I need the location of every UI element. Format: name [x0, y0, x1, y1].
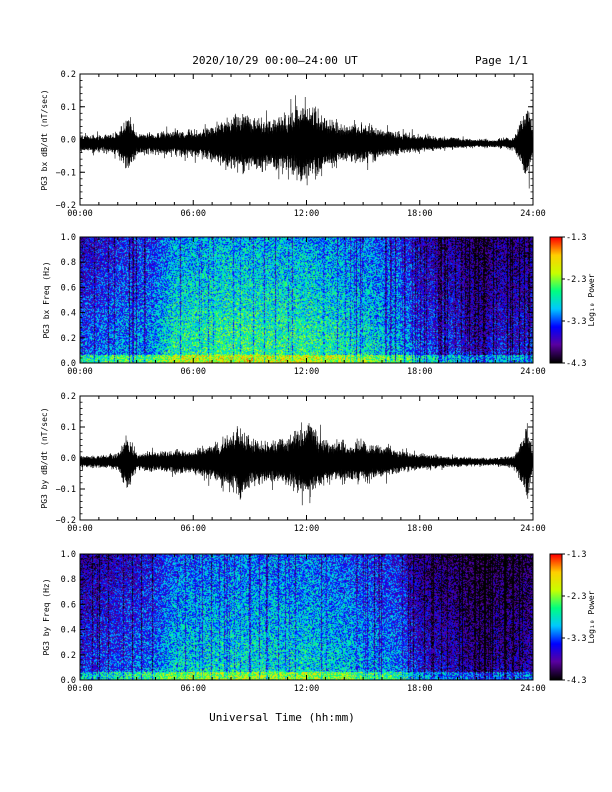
by-spectrogram-y-tick-labels: 1.0 0.8 0.6 0.4 0.2 0.0 — [61, 550, 76, 686]
bx-colorbar-tick-labels: -1.3 -2.3 -3.3 -4.3 — [562, 233, 586, 369]
by-trace — [79, 422, 534, 506]
x-tick-label: 18:00 — [407, 209, 433, 219]
x-tick-label: 06:00 — [180, 367, 206, 377]
colorbar-tick-label: -3.3 — [566, 634, 586, 644]
bx-spectrogram-y-axis-label: PG3 bx Freq (Hz) — [42, 261, 51, 338]
figure-title: 2020/10/29 00:00–24:00 UT — [192, 54, 358, 67]
bx-y-axis-label: PG3 bx dB/dt (nT/sec) — [40, 89, 49, 190]
x-tick-label: 06:00 — [180, 524, 206, 534]
x-tick-label: 18:00 — [407, 684, 433, 694]
by-spectrogram-frame — [79, 553, 534, 681]
x-axis-label: Universal Time (hh:mm) — [209, 711, 355, 724]
y-tick-label: 0.6 — [61, 600, 76, 610]
colorbar-tick-label: -4.3 — [566, 676, 586, 686]
x-tick-label: 24:00 — [520, 209, 546, 219]
x-tick-label: 24:00 — [520, 367, 546, 377]
y-tick-label: 0.2 — [61, 70, 76, 80]
bx-colorbar — [550, 237, 562, 363]
by-colorbar-tick-labels: -1.3 -2.3 -3.3 -4.3 — [562, 550, 586, 686]
by-y-tick-labels: 0.2 0.1 0.0 −0.1 −0.2 — [56, 392, 76, 526]
x-tick-label: 12:00 — [294, 367, 320, 377]
y-tick-label: 0.2 — [61, 392, 76, 402]
by-colorbar-frame — [549, 553, 563, 681]
y-tick-label: 1.0 — [61, 233, 76, 243]
x-tick-label: 24:00 — [520, 684, 546, 694]
bx-spectrogram-image — [80, 237, 533, 363]
y-tick-label: −0.2 — [56, 201, 76, 211]
colorbar-tick-label: -1.3 — [566, 550, 586, 560]
bx-colorbar-frame — [549, 236, 563, 364]
y-tick-label: 0.8 — [61, 258, 76, 268]
x-tick-label: 00:00 — [67, 209, 93, 219]
by-spectrogram-panel: 1.0 0.8 0.6 0.4 0.2 0.0 00:00 06:00 12:00 18:00 2… — [42, 550, 596, 694]
bx-plot-frame — [79, 73, 534, 206]
colorbar-tick-label: -2.3 — [566, 592, 586, 602]
colorbar-tick-label: -2.3 — [566, 275, 586, 285]
y-tick-label: 0.8 — [61, 575, 76, 585]
x-tick-label: 00:00 — [67, 524, 93, 534]
colorbar-tick-label: -3.3 — [566, 317, 586, 327]
bx-spectrogram-y-tick-labels: 1.0 0.8 0.6 0.4 0.2 0.0 — [61, 233, 76, 369]
by-spectrogram-x-tick-labels: 00:00 06:00 12:00 18:00 24:00 — [67, 684, 546, 694]
bx-x-tick-labels: 00:00 06:00 12:00 18:00 24:00 — [67, 209, 546, 219]
y-tick-label: 1.0 — [61, 550, 76, 560]
bx-trace — [79, 95, 534, 189]
by-x-tick-labels: 00:00 06:00 12:00 18:00 24:00 — [67, 524, 546, 534]
y-tick-label: 0.1 — [61, 103, 76, 113]
y-tick-label: 0.2 — [61, 334, 76, 344]
page-indicator: Page 1/1 — [475, 54, 528, 67]
y-tick-label: 0.4 — [61, 626, 76, 636]
x-tick-label: 06:00 — [180, 209, 206, 219]
bx-time-series-panel: 0.2 0.1 0.0 −0.1 −0.2 00:00 06:00 12:00 18:00 24… — [40, 70, 546, 219]
bx-spectrogram-panel: 1.0 0.8 0.6 0.4 0.2 0.0 00:00 06:00 12:00 18:00 2… — [42, 233, 596, 377]
bx-colorbar-label: Log₁₀ Power — [587, 273, 596, 326]
by-plot-frame — [79, 395, 534, 521]
y-tick-label: −0.1 — [56, 168, 76, 178]
x-tick-label: 06:00 — [180, 684, 206, 694]
x-tick-label: 12:00 — [294, 684, 320, 694]
y-tick-label: 0.4 — [61, 309, 76, 319]
bx-spectrogram-frame — [79, 236, 534, 364]
y-tick-label: 0.0 — [61, 359, 76, 369]
by-spectrogram-image — [80, 554, 533, 680]
y-tick-label: 0.0 — [61, 136, 76, 146]
y-tick-label: 0.0 — [61, 676, 76, 686]
y-tick-label: 0.6 — [61, 283, 76, 293]
x-tick-label: 18:00 — [407, 367, 433, 377]
by-spectrogram-y-axis-label: PG3 by Freq (Hz) — [42, 578, 51, 655]
x-tick-label: 24:00 — [520, 524, 546, 534]
y-tick-label: −0.2 — [56, 516, 76, 526]
trace-line — [79, 95, 534, 189]
by-colorbar-label: Log₁₀ Power — [587, 590, 596, 643]
x-tick-label: 12:00 — [294, 209, 320, 219]
x-tick-label: 00:00 — [67, 684, 93, 694]
y-tick-label: 0.1 — [61, 423, 76, 433]
by-y-axis-label: PG3 by dB/dt (nT/sec) — [40, 407, 49, 508]
by-time-series-panel: 0.2 0.1 0.0 −0.1 −0.2 00:00 06:00 12:00 18:00 24… — [40, 392, 546, 534]
y-tick-label: 0.0 — [61, 454, 76, 464]
by-colorbar — [550, 554, 562, 680]
colorbar-tick-label: -4.3 — [566, 359, 586, 369]
bx-spectrogram-x-tick-labels: 00:00 06:00 12:00 18:00 24:00 — [67, 367, 546, 377]
y-tick-label: −0.1 — [56, 485, 76, 495]
bx-y-tick-labels: 0.2 0.1 0.0 −0.1 −0.2 — [56, 70, 76, 211]
colorbar-tick-label: -1.3 — [566, 233, 586, 243]
y-tick-label: 0.2 — [61, 651, 76, 661]
x-tick-label: 00:00 — [67, 367, 93, 377]
x-tick-label: 18:00 — [407, 524, 433, 534]
x-tick-label: 12:00 — [294, 524, 320, 534]
trace-line — [79, 422, 534, 506]
